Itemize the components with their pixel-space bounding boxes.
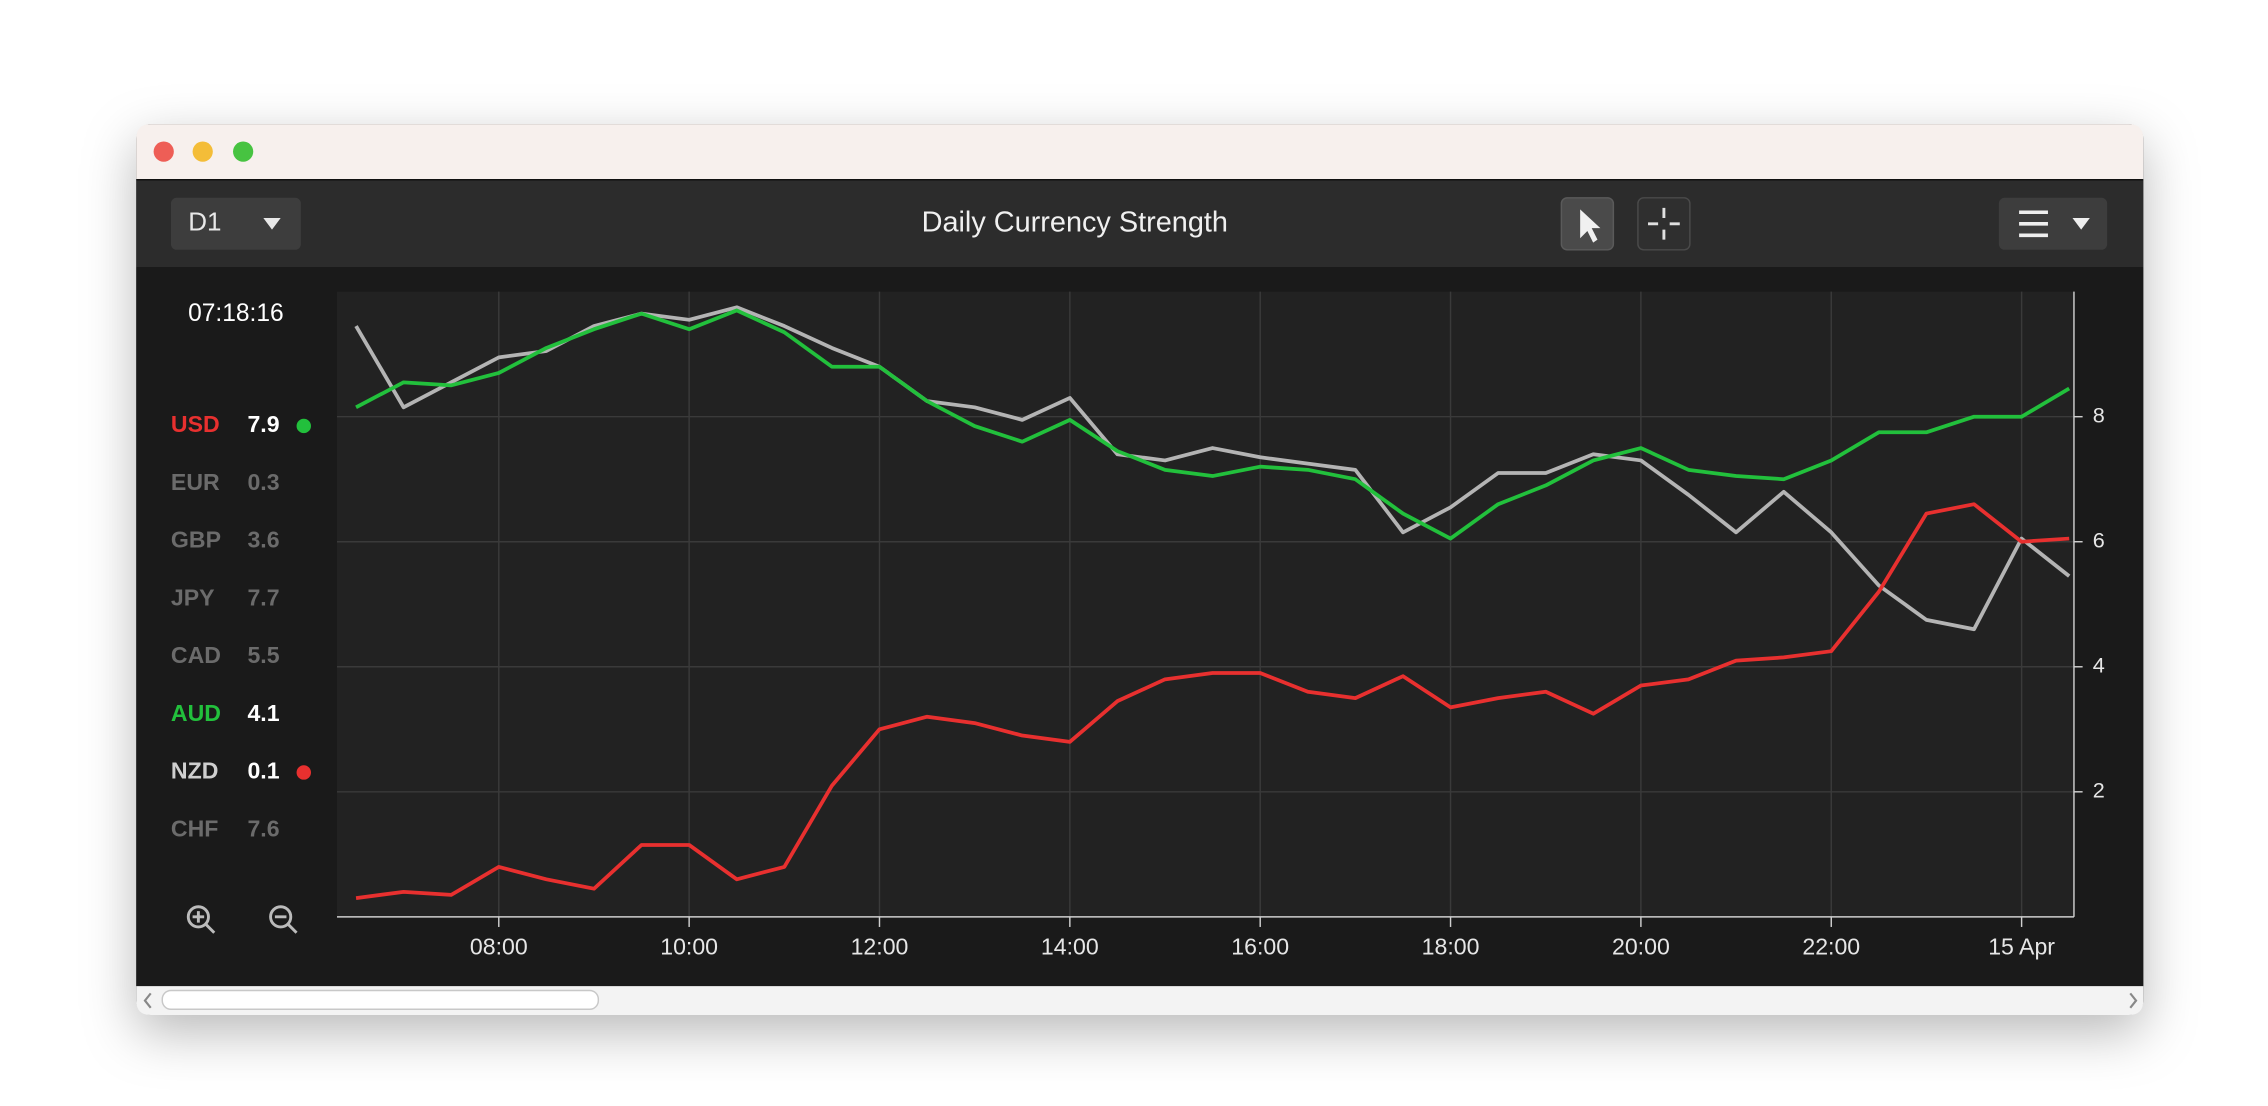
x-tick-label: 08:00 (470, 934, 528, 960)
currency-name: USD (171, 411, 220, 437)
x-tick-label: 20:00 (1612, 934, 1670, 960)
window: D1 Daily Currency Strength 07:18:16 (136, 124, 2144, 1016)
scrollbar-track (136, 986, 2144, 1016)
signal-dot (296, 418, 311, 434)
series-line (355, 502, 2070, 900)
currency-name: JPY (171, 584, 215, 610)
x-tick-label: 22:00 (1802, 934, 1860, 960)
signal-dot (296, 765, 311, 780)
x-tick-label: 18:00 (1422, 934, 1480, 960)
y-tick-label: 4 (2093, 652, 2105, 677)
menu-arrow (2072, 218, 2090, 230)
toolbar (136, 180, 2144, 268)
toolbar-title: Daily Currency Strength (922, 206, 1228, 238)
timeframe-dropdown[interactable] (170, 197, 301, 250)
plot-area (336, 291, 2074, 917)
x-tick-label: 15 Apr (1988, 934, 2055, 960)
currency-name: CAD (171, 642, 221, 668)
crosshair-tool[interactable] (1637, 197, 1691, 251)
zoom-button[interactable] (233, 141, 254, 162)
currency-value: 3.6 (247, 527, 279, 553)
x-tick-label: 14:00 (1041, 934, 1099, 960)
currency-value: 7.9 (247, 411, 279, 437)
currency-name: NZD (171, 758, 218, 784)
chart: 2 4 6 8 08:00 10:00 12:00 14:00 16:00 18:00 20:00 2… (336, 291, 2105, 960)
crosshair-icon (1648, 207, 1680, 240)
clock: 07:18:16 (188, 300, 284, 327)
menu-icon (2019, 210, 2048, 238)
scroll-arrows[interactable] (143, 992, 2138, 1009)
y-tick-label: 6 (2093, 527, 2105, 552)
scrollbar-thumb[interactable] (161, 989, 600, 1010)
zoom-out[interactable] (269, 905, 298, 934)
currency-name: CHF (171, 815, 218, 841)
currency-name: EUR (171, 469, 220, 495)
y-tick-label: 8 (2093, 402, 2105, 427)
currency-value: 4.1 (247, 700, 279, 726)
timeframe-label: D1 (188, 207, 221, 237)
close-button[interactable] (153, 141, 174, 162)
currency-value: 5.5 (247, 642, 279, 668)
x-tick-label: 12:00 (851, 934, 909, 960)
currency-value: 7.6 (247, 815, 279, 841)
currency-value: 7.7 (247, 584, 279, 610)
dropdown-arrow (263, 218, 281, 230)
currency-name: GBP (171, 527, 221, 553)
y-tick-label: 2 (2093, 778, 2105, 803)
currency-legend: USD 7.9 EUR 0.3 GBP 3.6 JPY 7.7 CAD 5.5 AUD 4.1 NZD 0… (171, 411, 311, 841)
currency-name: AUD (171, 700, 221, 726)
x-tick-label: 10:00 (660, 934, 718, 960)
pointer-icon (1580, 209, 1601, 243)
series-line (355, 308, 2071, 541)
currency-value: 0.3 (247, 469, 279, 495)
title-bar (136, 124, 2144, 180)
zoom-in[interactable] (186, 905, 216, 934)
currency-value: 0.1 (247, 758, 279, 784)
minimize-button[interactable] (192, 141, 213, 162)
menu-button[interactable] (1998, 197, 2108, 250)
x-tick-label: 16:00 (1231, 934, 1289, 960)
